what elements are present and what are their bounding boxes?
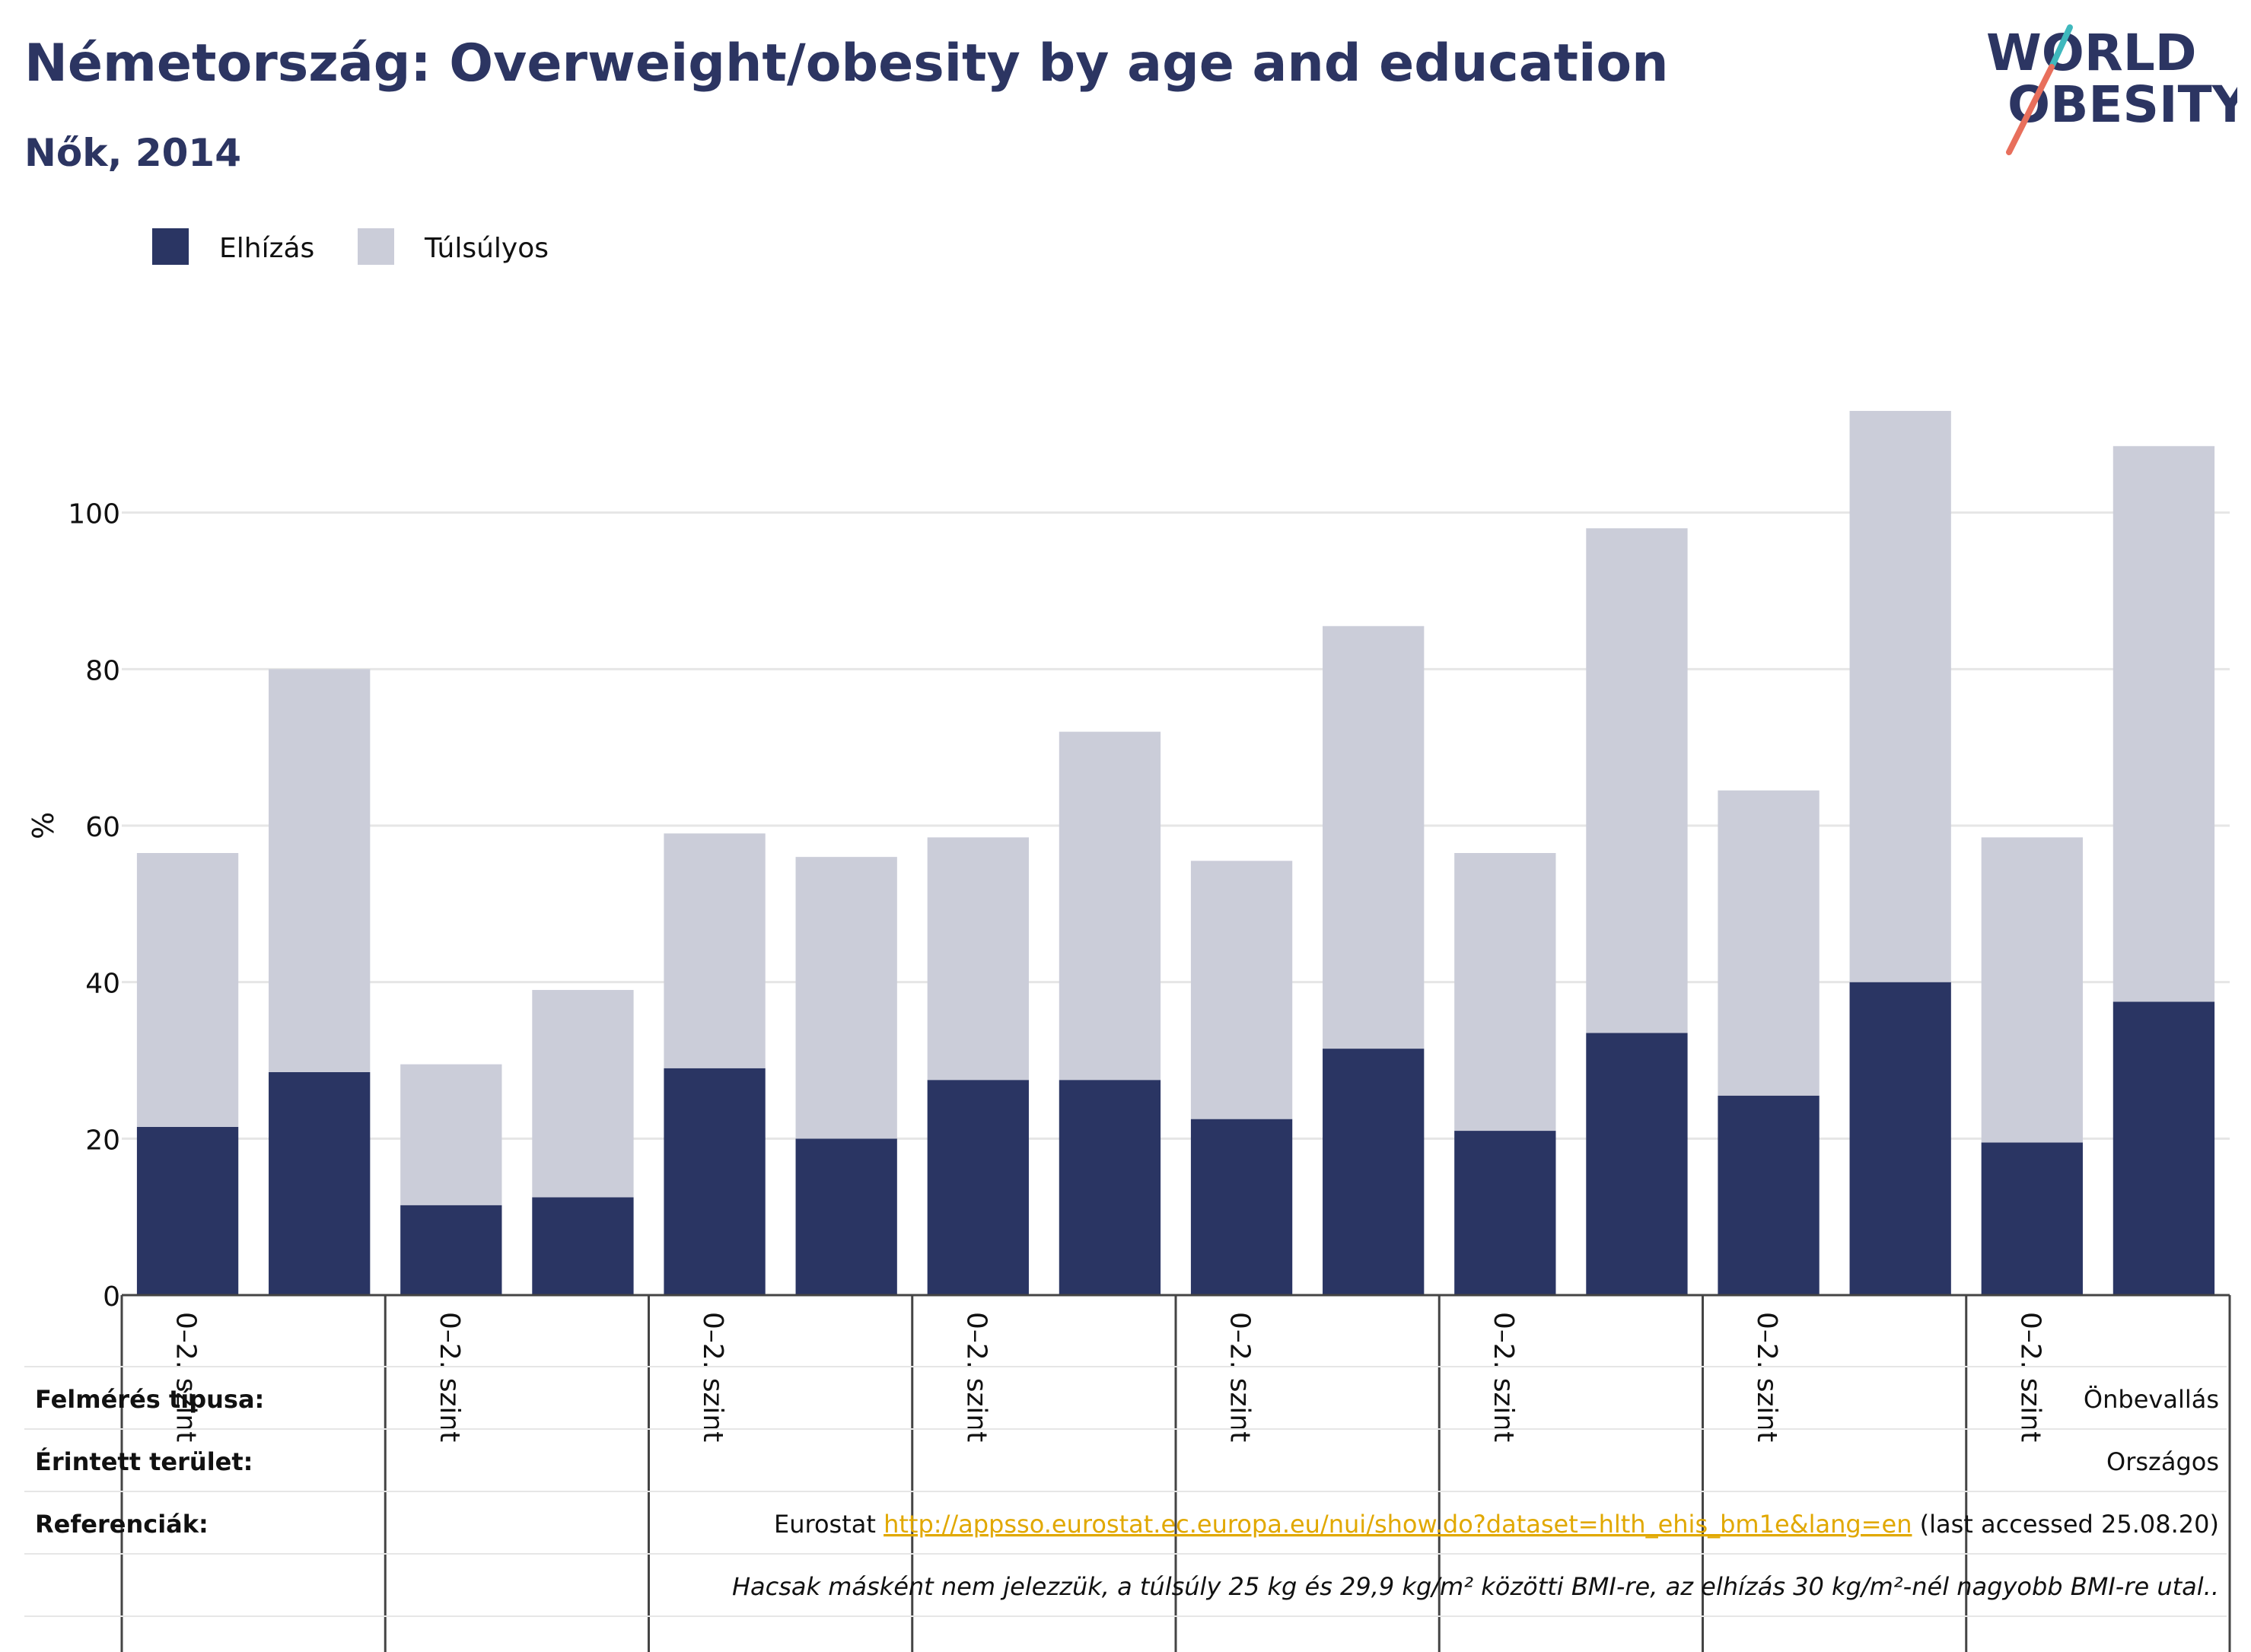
footer-value-1: Országos bbox=[2106, 1447, 2219, 1476]
y-tick-label: 80 bbox=[85, 655, 120, 686]
x-tick-label: 0–2. szint bbox=[170, 1312, 202, 1442]
x-tick-label: 0–2. szint bbox=[1488, 1312, 1519, 1442]
bar-overweight-14 bbox=[1981, 837, 2083, 1143]
x-axis: 0–2. szint 0–2. szint 0–2. szint 0–2. szint… bbox=[120, 1294, 2231, 1652]
bar-obesity-11 bbox=[1586, 1033, 1688, 1295]
bar-overweight-3 bbox=[532, 989, 634, 1198]
bar-obesity-15 bbox=[2113, 1001, 2215, 1295]
chart-subtitle: Nők, 2014 bbox=[24, 131, 242, 175]
footer-label-0: Felmérés típusa: bbox=[35, 1385, 264, 1414]
y-axis-label: % bbox=[27, 812, 60, 839]
legend-swatch-1 bbox=[358, 228, 394, 265]
bar-overweight-11 bbox=[1586, 528, 1688, 1033]
legend: Elhízás Túlsúlyos bbox=[152, 228, 549, 265]
bar-overweight-5 bbox=[795, 857, 897, 1139]
bar-obesity-14 bbox=[1981, 1142, 2083, 1295]
legend-label-0: Elhízás bbox=[219, 233, 314, 264]
footer-value-0: Önbevallás bbox=[2084, 1385, 2219, 1414]
bar-obesity-10 bbox=[1454, 1131, 1556, 1295]
bar-obesity-13 bbox=[1849, 982, 1951, 1295]
bar-obesity-2 bbox=[400, 1205, 502, 1295]
bar-obesity-8 bbox=[1190, 1119, 1293, 1295]
footer-label-2: Referenciák: bbox=[35, 1510, 209, 1539]
metadata-table: Felmérés típusa: Önbevallás Érintett terül… bbox=[24, 1366, 2227, 1617]
bar-overweight-10 bbox=[1454, 853, 1556, 1132]
y-axis: 0 20 40 60 80 100% bbox=[27, 499, 120, 1313]
bar-overweight-13 bbox=[1849, 411, 1951, 982]
bar-obesity-3 bbox=[532, 1197, 634, 1295]
bar-overweight-9 bbox=[1323, 625, 1425, 1049]
x-tick-label: 0–2. szint bbox=[1224, 1312, 1256, 1442]
x-tick-label: 0–2. szint bbox=[2014, 1312, 2046, 1442]
x-tick-label: 0–2. szint bbox=[1751, 1312, 1782, 1442]
bar-overweight-1 bbox=[269, 669, 371, 1072]
bar-obesity-6 bbox=[927, 1080, 1029, 1295]
x-tick-label: 0–2. szint bbox=[960, 1312, 992, 1442]
chart-title: Németország: Overweight/obesity by age a… bbox=[24, 33, 1669, 94]
bar-obesity-12 bbox=[1718, 1095, 1820, 1295]
bar-obesity-5 bbox=[795, 1138, 897, 1295]
x-tick-label: 0–2. szint bbox=[697, 1312, 728, 1442]
footer-reference: Eurostat http://appsso.eurostat.ec.europ… bbox=[774, 1510, 2219, 1539]
y-tick-label: 60 bbox=[85, 812, 120, 843]
bar-overweight-6 bbox=[927, 837, 1029, 1081]
bar-overweight-2 bbox=[400, 1064, 502, 1205]
y-tick-label: 100 bbox=[68, 499, 120, 530]
bar-overweight-0 bbox=[136, 853, 239, 1127]
legend-swatch-0 bbox=[152, 228, 189, 265]
bar-obesity-7 bbox=[1059, 1080, 1161, 1295]
bar-overweight-8 bbox=[1190, 861, 1293, 1119]
bar-overweight-7 bbox=[1059, 731, 1161, 1081]
legend-label-1: Túlsúlyos bbox=[424, 233, 549, 264]
y-tick-label: 40 bbox=[85, 969, 120, 1000]
bar-obesity-0 bbox=[136, 1126, 239, 1295]
bar-obesity-4 bbox=[664, 1068, 766, 1295]
world-obesity-logo: WORLD OBESITY bbox=[1986, 24, 2237, 155]
bar-overweight-4 bbox=[664, 833, 766, 1068]
bar-overweight-15 bbox=[2113, 446, 2215, 1002]
footer-label-1: Érintett terület: bbox=[35, 1447, 253, 1476]
bar-obesity-9 bbox=[1323, 1049, 1425, 1295]
y-tick-label: 0 bbox=[103, 1281, 120, 1313]
x-tick-label: 0–2. szint bbox=[434, 1312, 465, 1442]
y-tick-label: 20 bbox=[85, 1125, 120, 1156]
logo-stroke-teal bbox=[2049, 24, 2073, 70]
logo-text-world: WORLD bbox=[1986, 24, 2197, 82]
bars bbox=[136, 411, 2215, 1295]
reference-link[interactable]: http://appsso.eurostat.ec.europa.eu/nui/… bbox=[884, 1510, 1912, 1539]
footer-note: Hacsak másként nem jelezzük, a túlsúly 2… bbox=[732, 1572, 2219, 1601]
bar-overweight-12 bbox=[1718, 790, 1820, 1096]
logo-stroke-coral bbox=[2006, 64, 2055, 155]
bar-obesity-1 bbox=[269, 1071, 371, 1295]
